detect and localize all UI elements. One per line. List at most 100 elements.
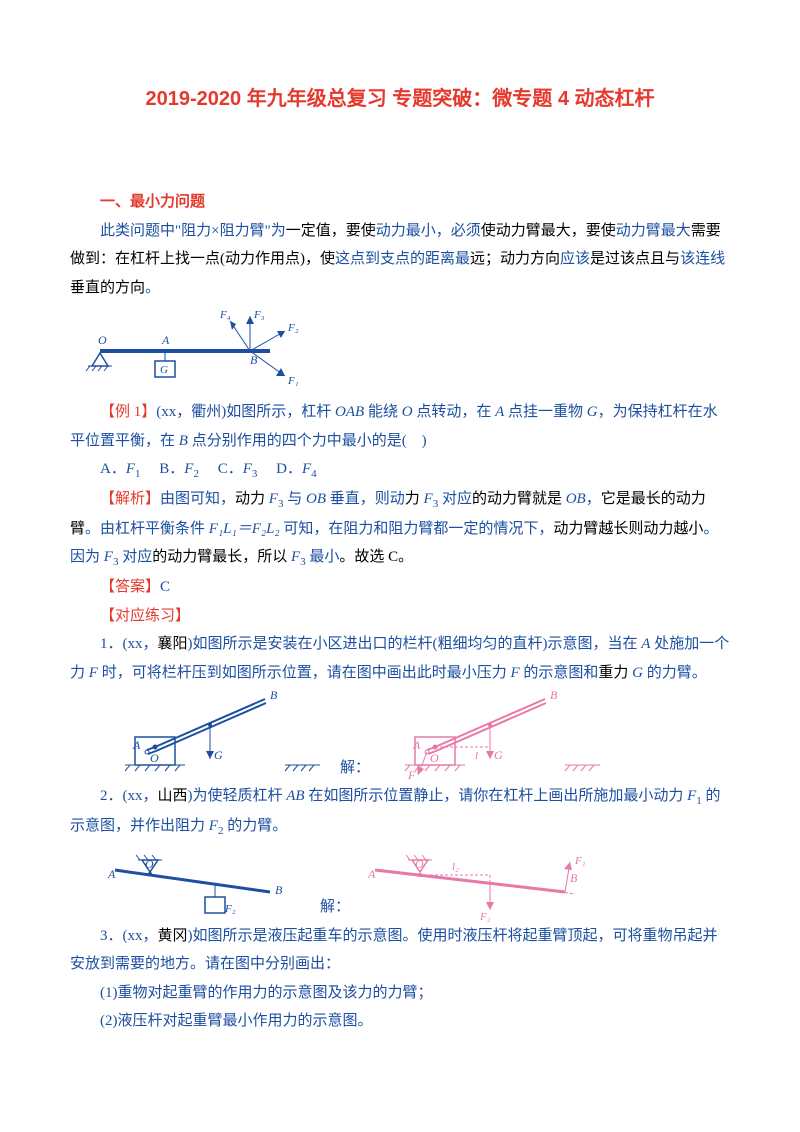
practice-label: 【对应练习】 [100,608,190,624]
svg-text:B: B [270,688,278,702]
t: 可知，在阻力和阻力臂都一定的情况下， [280,521,554,537]
t: 的力臂。 [643,665,707,681]
example-1: 【例 1】(xx，衢州)如图所示，杠杆 OAB 能绕 O 点转动，在 A 点挂一… [70,398,730,455]
t: G [587,404,598,420]
t: A [495,404,504,420]
t: B [179,433,188,449]
t: (xx，衢州) [156,404,226,420]
svg-text:A: A [132,738,141,752]
t: 山西 [158,788,188,804]
t: 动力臂越长则动力越小 [553,521,703,537]
svg-text:B: B [550,688,558,702]
answer-tag: 【答案】 [100,579,160,595]
t: OB [566,491,586,507]
t: F [126,461,135,477]
t: 与 [283,491,306,507]
svg-text:F₃: F₃ [253,309,265,321]
t: 时，可将栏杆压到如图所示位置，请在图中画出此时最小压力 [98,665,511,681]
svg-text:O: O [145,857,154,871]
t: F₁L₁＝F₂L₂ [209,521,280,537]
svg-text:F₄: F₄ [219,309,231,321]
t: OB [306,491,326,507]
opt-d: D． [261,461,302,477]
t: 远；动力方向 [470,251,560,267]
t: )为使轻质杠杆 [188,788,287,804]
t: 最小 [306,549,340,565]
svg-text:F₂: F₂ [479,911,491,922]
t: 对应 [438,491,472,507]
t: 的动力臂就是 [472,491,566,507]
svg-text:G: G [160,364,168,376]
svg-text:O: O [98,333,107,347]
t: 黄冈 [158,928,188,944]
svg-text:A: A [107,867,116,881]
t: 。故选 C。 [339,549,413,565]
t: 力 [405,491,424,507]
t: 动力臂最大 [616,223,691,239]
figure-q2-row: A B O F₂ 解： A B O l₂ F₂ F₁ [100,842,730,922]
t: F [510,665,519,681]
svg-text:O: O [415,857,424,871]
question-1: 1．(xx，襄阳)如图所示是安装在小区进出口的栏杆(粗细均匀的直杆)示意图，当在… [70,630,730,687]
t: 是过该点且与 [590,251,680,267]
t: OAB [335,404,364,420]
t: O [402,404,413,420]
t: 点挂一重物 [504,404,587,420]
t: 在如图所示位置静止，请你在杠杆上画出所施加最小动力 [305,788,688,804]
question-3-1: (1)重物对起重臂的作用力的示意图及该力的力臂； [70,979,730,1008]
t: F [243,461,252,477]
opt-c: C． [203,461,243,477]
lever-ab-solution-icon: A B O l₂ F₂ F₁ [360,842,620,922]
analysis-tag: 【解析】 [100,491,160,507]
lever-diagram-icon: O G A B F₄ F₃ F₂ F₁ [70,306,310,394]
analysis: 【解析】由图可知，动力 F3 与 OB 垂直，则动力 F3 对应的动力臂就是 O… [70,485,730,573]
answer: 【答案】C [70,573,730,602]
svg-text:B: B [250,353,258,367]
t: F [302,461,311,477]
svg-text:F: F [407,768,416,782]
example-1-options: A．F1 B．F2 C．F3 D．F4 [70,455,730,485]
t: 由图可知， [160,491,235,507]
section-1-head: 一、最小力问题 [70,188,730,217]
t: 使动力臂最大，要使 [481,223,616,239]
svg-text:A: A [161,333,170,347]
t: 一定值，要使 [286,223,376,239]
t: 的力臂。 [223,818,287,834]
t: )如图所示是安装在小区进出口的栏杆(粗细均匀的直杆)示意图，当在 [188,636,642,652]
solution-label: 解： [340,754,370,783]
t: 点分别作用的四个力中最小的是( ) [188,433,427,449]
example-tag: 【例 1】 [100,404,156,420]
t: 动力 [235,491,269,507]
t: AB [286,788,304,804]
lever-ab-diagram-icon: A B O F₂ [100,842,310,922]
t: 重力 [598,665,632,681]
svg-text:A: A [367,867,376,881]
svg-text:G: G [214,748,223,762]
svg-text:B: B [570,871,578,885]
q-num: 1．(xx， [100,636,158,652]
t: 垂直，则动 [326,491,405,507]
t: 对应 [118,549,152,565]
t: F [687,788,696,804]
opt-b: B． [144,461,184,477]
opt-a: A． [100,461,126,477]
t: 。 [145,280,160,296]
svg-text:B: B [275,883,283,897]
section-1-label: 一、最小力问题 [100,194,205,210]
page-title: 2019-2020 年九年级总复习 专题突破：微专题 4 动态杠杆 [70,80,730,118]
t: F [209,818,218,834]
svg-text:l₂: l₂ [452,861,459,873]
t: 如图所示，杠杆 [226,404,335,420]
t: 这点到支点的距离最 [335,251,470,267]
t: 该连线 [680,251,725,267]
t: G [632,665,643,681]
figure-ex1: O G A B F₄ F₃ F₂ F₁ [70,306,730,394]
question-3-2: (2)液压杆对起重臂最小作用力的示意图。 [70,1007,730,1036]
t: 襄阳 [158,636,188,652]
t: 的示意图和 [520,665,599,681]
solution-label: 解： [320,893,350,922]
t: ， [586,491,601,507]
svg-text:G: G [494,748,503,762]
question-2: 2．(xx，山西)为使轻质杠杆 AB 在如图所示位置静止，请你在杠杆上画出所施加… [70,782,730,842]
svg-text:F₂: F₂ [224,903,236,915]
